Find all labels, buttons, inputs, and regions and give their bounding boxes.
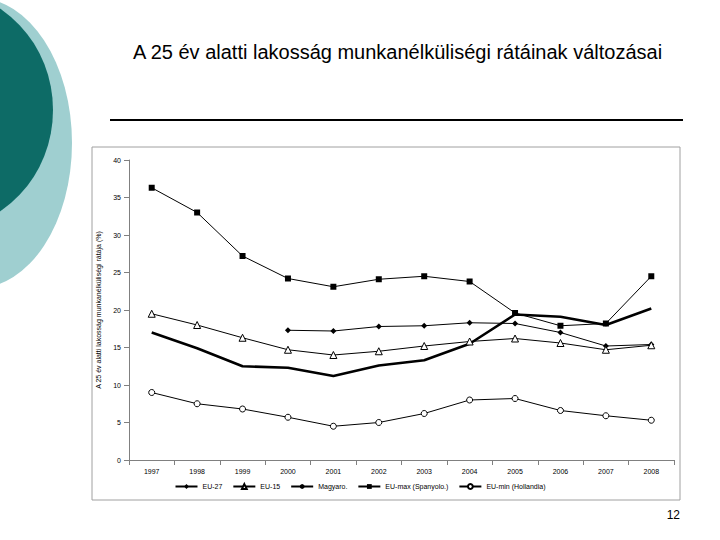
svg-text:2003: 2003: [416, 468, 432, 475]
svg-text:2006: 2006: [553, 468, 569, 475]
svg-text:0: 0: [117, 457, 121, 464]
svg-text:2000: 2000: [280, 468, 296, 475]
svg-text:15: 15: [113, 344, 121, 351]
svg-text:1998: 1998: [189, 468, 205, 475]
html-text:A 25 év alatti lakosság munkan: A 25 év alatti lakosság munkanélküliségi…: [132, 41, 663, 63]
svg-text:2001: 2001: [326, 468, 342, 475]
svg-text:EU-15: EU-15: [260, 483, 280, 490]
svg-text:30: 30: [113, 232, 121, 239]
svg-text:EU-min (Hollandia): EU-min (Hollandia): [486, 483, 545, 491]
svg-text:EU-max (Spanyolo.): EU-max (Spanyolo.): [385, 483, 448, 491]
svg-text:1997: 1997: [144, 468, 160, 475]
svg-text:10: 10: [113, 382, 121, 389]
svg-text:2004: 2004: [462, 468, 478, 475]
html-text:12: 12: [666, 508, 680, 522]
svg-text:20: 20: [113, 307, 121, 314]
svg-text:2002: 2002: [371, 468, 387, 475]
svg-text:A 25 év alatti lakosság munkan: A 25 év alatti lakosság munkanélküliségi…: [95, 231, 103, 389]
svg-text:35: 35: [113, 194, 121, 201]
svg-text:Magyaro.: Magyaro.: [318, 483, 347, 491]
svg-text:1999: 1999: [235, 468, 251, 475]
svg-text:5: 5: [117, 419, 121, 426]
svg-text:EU-27: EU-27: [202, 483, 222, 490]
svg-text:25: 25: [113, 269, 121, 276]
svg-text:2007: 2007: [598, 468, 614, 475]
svg-text:40: 40: [113, 157, 121, 164]
svg-text:2008: 2008: [644, 468, 660, 475]
svg-text:2005: 2005: [507, 468, 523, 475]
